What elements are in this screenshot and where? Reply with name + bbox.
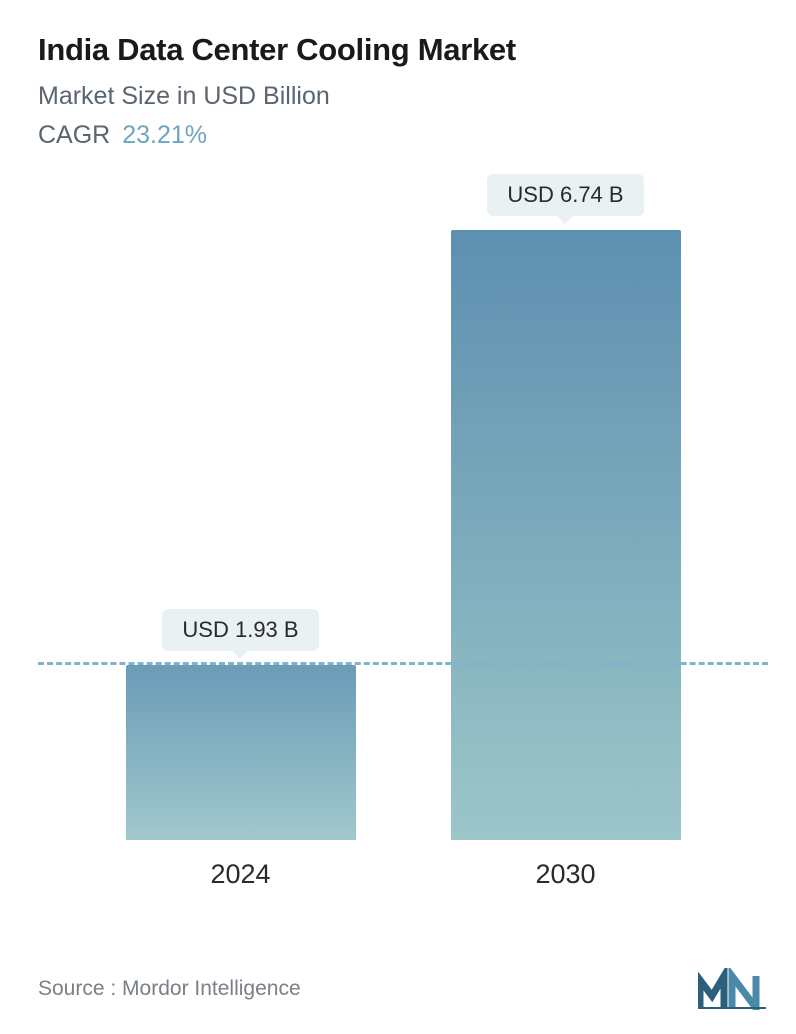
reference-line — [38, 662, 768, 665]
chart-footer: Source : Mordor Intelligence — [38, 968, 768, 1010]
source-text: Source : Mordor Intelligence — [38, 977, 301, 1001]
x-axis-label: 2024 — [126, 859, 356, 890]
mn-logo-icon — [698, 968, 768, 1010]
brand-logo — [698, 968, 768, 1010]
bar-group-2030: USD 6.74 B — [451, 174, 681, 840]
bar-group-2024: USD 1.93 B — [126, 609, 356, 840]
bars-container: USD 1.93 B USD 6.74 B — [38, 170, 768, 840]
x-axis-labels: 2024 2030 — [38, 859, 768, 890]
cagr-label: CAGR — [38, 121, 110, 150]
bar-2024 — [126, 665, 356, 840]
chart-title: India Data Center Cooling Market — [38, 32, 768, 68]
bar-2030 — [451, 230, 681, 840]
cagr-value: 23.21% — [122, 121, 207, 150]
bar-value-label: USD 6.74 B — [487, 174, 643, 216]
chart-subtitle: Market Size in USD Billion — [38, 82, 768, 111]
x-axis-label: 2030 — [451, 859, 681, 890]
cagr-row: CAGR 23.21% — [38, 121, 768, 150]
bar-value-label: USD 1.93 B — [162, 609, 318, 651]
chart-area: USD 1.93 B USD 6.74 B 2024 2030 — [38, 170, 768, 900]
